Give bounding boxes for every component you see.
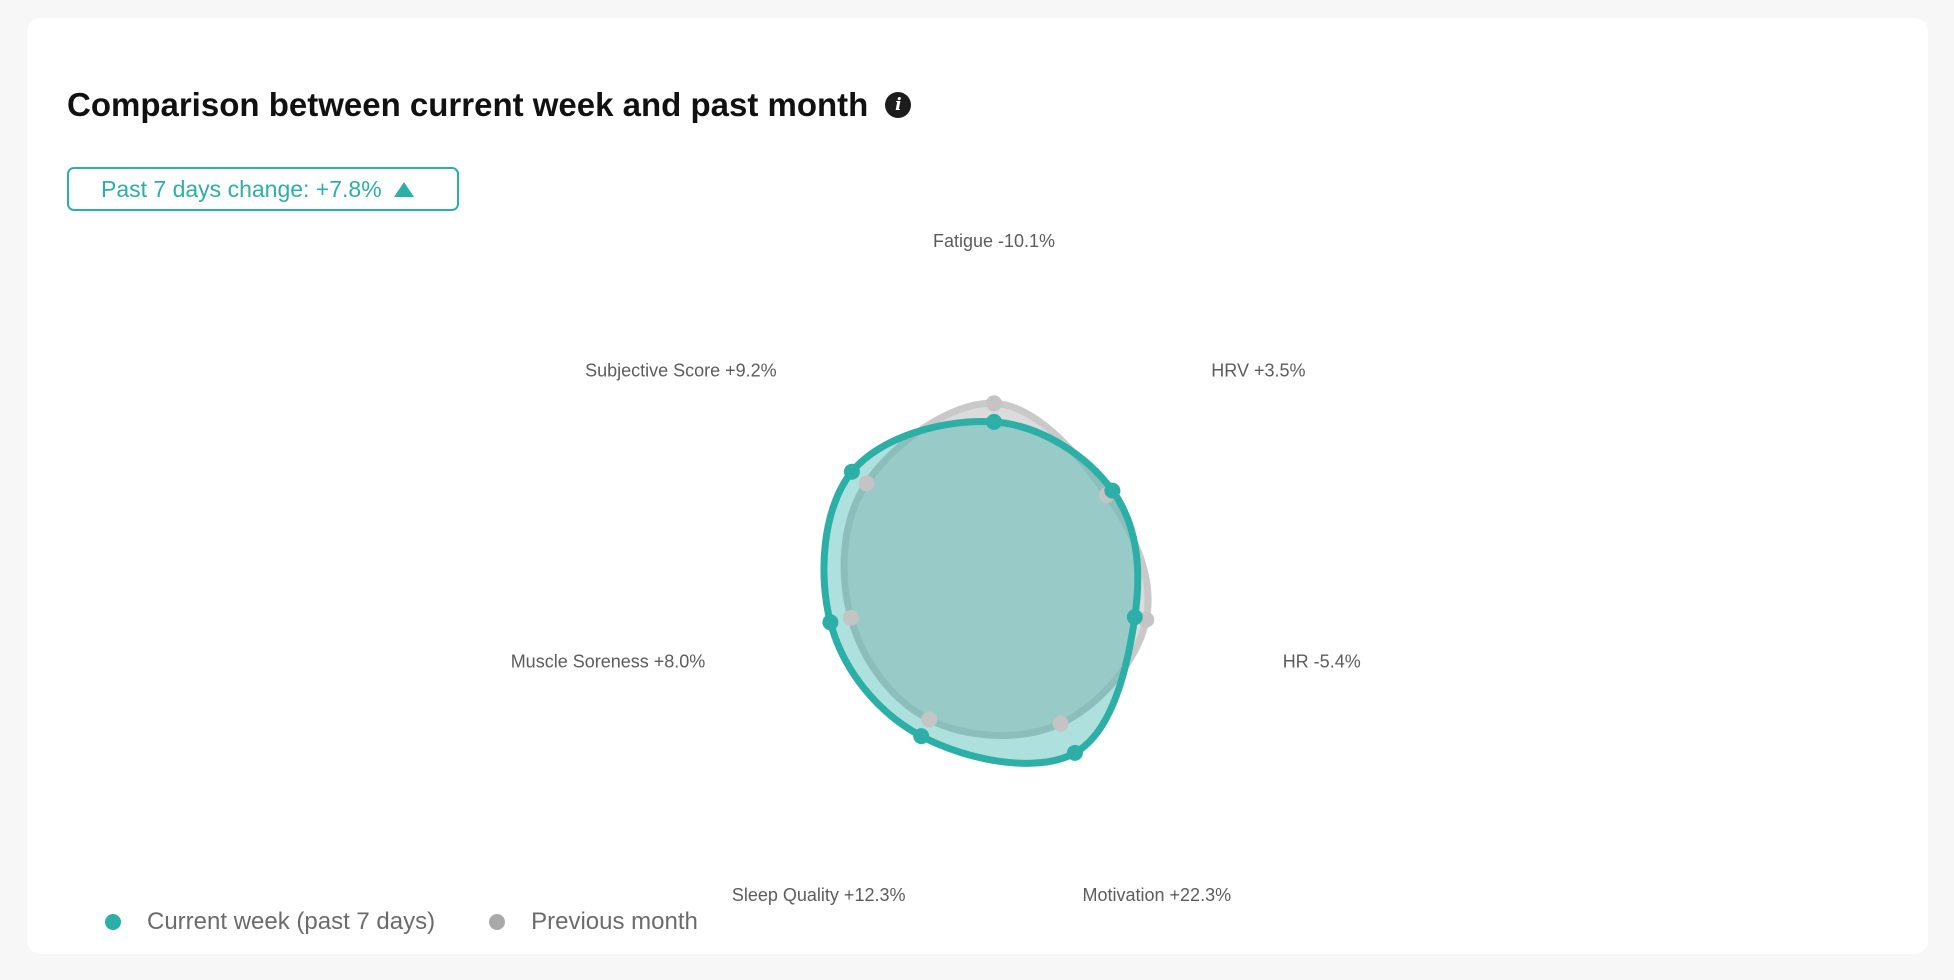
radar-series-current xyxy=(820,417,1142,767)
radar-point-previous[interactable] xyxy=(921,711,938,728)
legend-dot-current xyxy=(105,914,121,930)
radar-point-current[interactable] xyxy=(913,728,930,745)
change-badge: Past 7 days change: +7.8% xyxy=(67,167,459,211)
chart-card: Comparison between current week and past… xyxy=(27,18,1928,954)
change-badge-label: Past 7 days change: +7.8% xyxy=(101,175,382,202)
radar-point-current[interactable] xyxy=(986,413,1002,430)
axis-label: HR -5.4% xyxy=(1283,652,1361,672)
legend-label-current: Current week (past 7 days) xyxy=(147,908,436,935)
axis-label: Fatigue -10.1% xyxy=(933,231,1055,251)
legend-item-previous[interactable]: Previous month xyxy=(489,908,698,936)
axis-label: Sleep Quality +12.3% xyxy=(732,885,906,905)
axis-label: Motivation +22.3% xyxy=(1083,885,1232,905)
info-icon[interactable]: i xyxy=(885,92,912,118)
radar-point-current[interactable] xyxy=(1104,482,1121,499)
legend-label-previous: Previous month xyxy=(531,908,698,935)
radar-point-previous[interactable] xyxy=(858,475,875,492)
radar-point-current[interactable] xyxy=(822,614,839,631)
legend-item-current[interactable]: Current week (past 7 days) xyxy=(105,908,435,936)
chart-legend: Current week (past 7 days) Previous mont… xyxy=(105,908,752,936)
radar-point-previous[interactable] xyxy=(842,609,859,626)
axis-label: Muscle Soreness +8.0% xyxy=(511,652,706,672)
radar-point-current[interactable] xyxy=(843,463,860,480)
radar-point-current[interactable] xyxy=(1126,609,1143,626)
radar-point-previous[interactable] xyxy=(1052,715,1069,732)
radar-point-current[interactable] xyxy=(1066,744,1083,761)
radar-point-previous[interactable] xyxy=(986,395,1002,412)
title-row: Comparison between current week and past… xyxy=(67,86,912,124)
page-title: Comparison between current week and past… xyxy=(67,86,869,123)
legend-dot-previous xyxy=(489,914,506,930)
axis-label: Subjective Score +9.2% xyxy=(585,361,777,381)
axis-label: HRV +3.5% xyxy=(1211,361,1305,381)
triangle-up-icon xyxy=(393,181,414,197)
